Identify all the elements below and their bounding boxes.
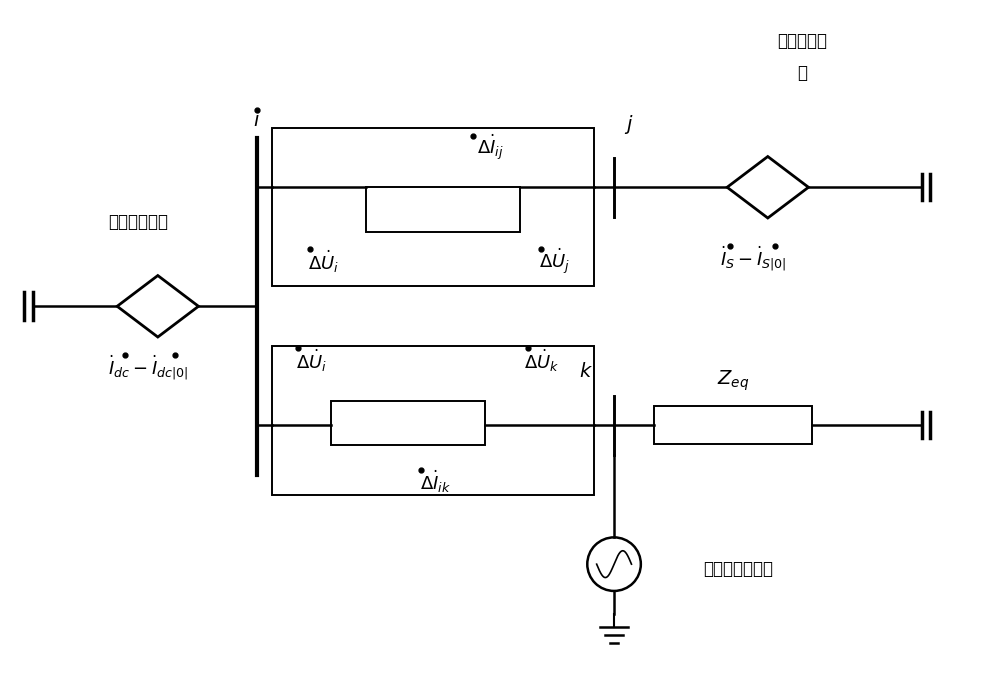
Text: $Z_{eq}$: $Z_{eq}$	[717, 368, 749, 393]
Text: $\Delta\dot{U}_{k}$: $\Delta\dot{U}_{k}$	[524, 348, 559, 374]
Bar	[272, 128, 594, 287]
Text: 交流系统故障点: 交流系统故障点	[703, 560, 773, 578]
Text: 柔性直流系: 柔性直流系	[778, 33, 828, 50]
Bar	[366, 187, 520, 232]
Text: $\Delta\dot{I}_{ik}$: $\Delta\dot{I}_{ik}$	[420, 469, 451, 495]
Text: $j$: $j$	[624, 112, 634, 136]
Text: $\Delta\dot{U}_{i}$: $\Delta\dot{U}_{i}$	[308, 249, 339, 275]
Bar	[654, 407, 812, 444]
Text: $k$: $k$	[579, 362, 593, 381]
Text: $\dot{I}_{S}-\dot{I}_{S|0|}$: $\dot{I}_{S}-\dot{I}_{S|0|}$	[720, 244, 786, 273]
Text: 常规直流系统: 常规直流系统	[108, 213, 168, 231]
Text: $\Delta\dot{U}_{i}$: $\Delta\dot{U}_{i}$	[296, 348, 327, 374]
Bar	[331, 400, 485, 445]
Text: 统: 统	[798, 64, 808, 82]
Bar	[272, 346, 594, 494]
Text: $i$: $i$	[253, 111, 261, 130]
Text: $\dot{I}_{dc}-\dot{I}_{dc|0|}$: $\dot{I}_{dc}-\dot{I}_{dc|0|}$	[108, 353, 188, 382]
Text: $\Delta\dot{I}_{ij}$: $\Delta\dot{I}_{ij}$	[477, 133, 503, 162]
Text: $\Delta\dot{U}_{j}$: $\Delta\dot{U}_{j}$	[539, 247, 570, 276]
